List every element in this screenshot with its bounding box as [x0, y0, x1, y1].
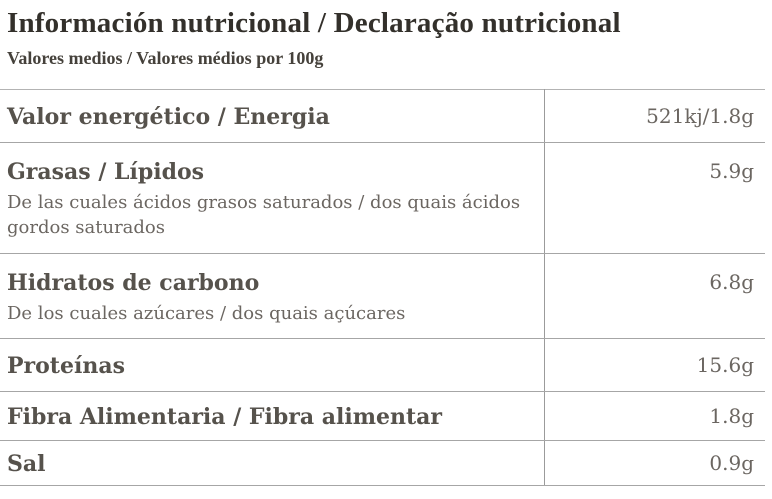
nutrient-value: 15.6g	[544, 338, 765, 393]
nutrient-value: 1.8g	[544, 391, 765, 442]
nutrient-subtext: De los cuales azúcares / dos quais açúca…	[7, 303, 406, 325]
nutrient-label-cell: Sal	[0, 440, 545, 487]
nutrient-name: Proteínas	[7, 353, 125, 380]
nutrient-label-cell: Valor energético / Energia	[0, 89, 545, 144]
table-row: Proteínas 15.6g	[0, 338, 765, 393]
nutrient-label-cell: Grasas / Lípidos De las cuales ácidos gra…	[0, 142, 545, 255]
table-row: Sal 0.9g	[0, 440, 765, 487]
nutrient-name: Sal	[7, 451, 46, 478]
nutrient-name: Grasas / Lípidos	[7, 159, 205, 186]
nutrient-name: Valor energético / Energia	[7, 104, 330, 131]
nutrient-label-cell: Hidratos de carbono De los cuales azúcare…	[0, 253, 545, 340]
nutrient-label-cell: Fibra Alimentaria / Fibra alimentar	[0, 391, 545, 442]
page-title: Información nutricional / Declaração nut…	[7, 7, 621, 39]
nutrient-name: Fibra Alimentaria / Fibra alimentar	[7, 404, 443, 431]
table-row: Hidratos de carbono De los cuales azúcare…	[0, 253, 765, 340]
nutrition-table-body: Valor energético / Energia 521kj/1.8g Gras…	[0, 89, 765, 487]
nutrient-value: 0.9g	[544, 440, 765, 487]
nutrient-name: Hidratos de carbono	[7, 270, 260, 297]
nutrition-table: Valor energético / Energia 521kj/1.8g Gras…	[0, 89, 765, 487]
nutrient-label-cell: Proteínas	[0, 338, 545, 393]
table-row: Grasas / Lípidos De las cuales ácidos gra…	[0, 142, 765, 255]
nutrient-value: 6.8g	[544, 253, 765, 340]
nutrient-value: 5.9g	[544, 142, 765, 255]
nutrient-value: 521kj/1.8g	[544, 89, 765, 144]
page-subtitle: Valores medios / Valores médios por 100g	[7, 47, 324, 68]
table-row: Valor energético / Energia 521kj/1.8g	[0, 89, 765, 144]
nutrient-subtext: De las cuales ácidos grasos saturados / …	[7, 192, 521, 239]
table-row: Fibra Alimentaria / Fibra alimentar 1.8g	[0, 391, 765, 442]
